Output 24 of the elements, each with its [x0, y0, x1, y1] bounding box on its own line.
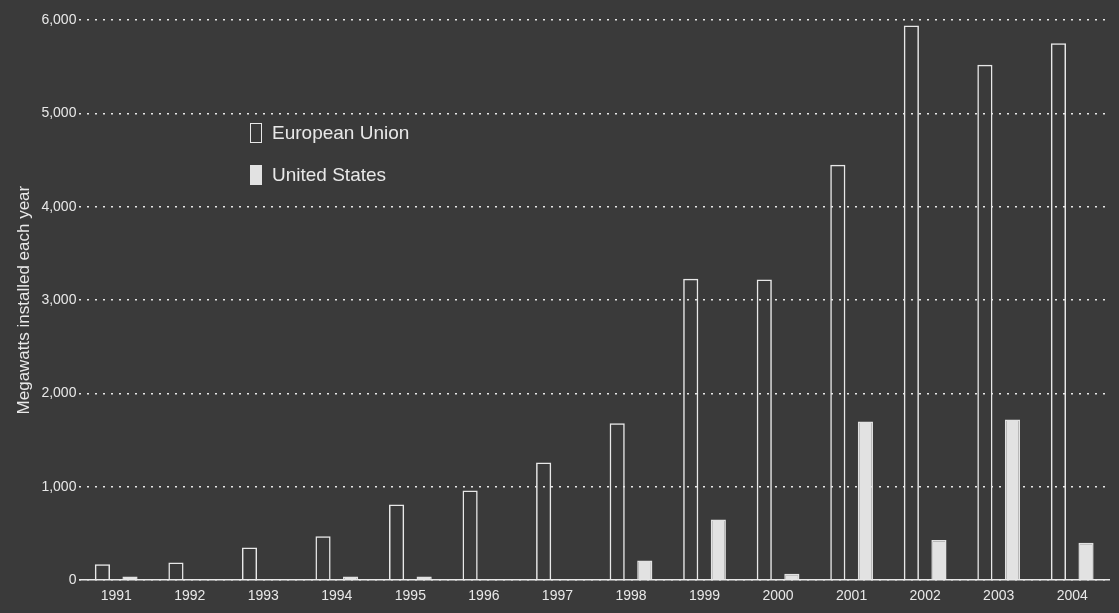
- y-tick-label: 5,000: [41, 104, 77, 121]
- x-tick-label: 1992: [174, 587, 206, 604]
- x-tick-label: 2000: [762, 587, 794, 604]
- x-tick-label: 1995: [394, 587, 427, 604]
- x-tick-label: 2004: [1056, 587, 1089, 604]
- x-tick-label: 2002: [909, 587, 941, 604]
- x-tick-label: 1998: [615, 587, 647, 604]
- x-tick-label: 1999: [688, 587, 721, 604]
- x-tick-label: 1994: [321, 587, 353, 604]
- y-tick-label: 2,000: [41, 384, 77, 401]
- y-tick-label: 6,000: [41, 10, 77, 27]
- x-tick-label: 1997: [541, 587, 574, 604]
- x-tick-label: 1991: [100, 587, 132, 604]
- x-tick-label: 2003: [983, 587, 1015, 604]
- y-tick-label: 4,000: [41, 197, 77, 214]
- x-tick-label: 1993: [247, 587, 280, 604]
- x-tick-label: 1996: [468, 587, 500, 604]
- y-tick-label: 3,000: [41, 290, 77, 307]
- x-tick-label: 2001: [836, 587, 868, 604]
- y-tick-label: 1,000: [41, 477, 77, 494]
- legend-label: European Union: [272, 122, 410, 144]
- legend-label: United States: [272, 164, 387, 186]
- y-tick-label: 0: [68, 571, 77, 588]
- y-axis-title: Megawatts installed each year: [13, 185, 33, 415]
